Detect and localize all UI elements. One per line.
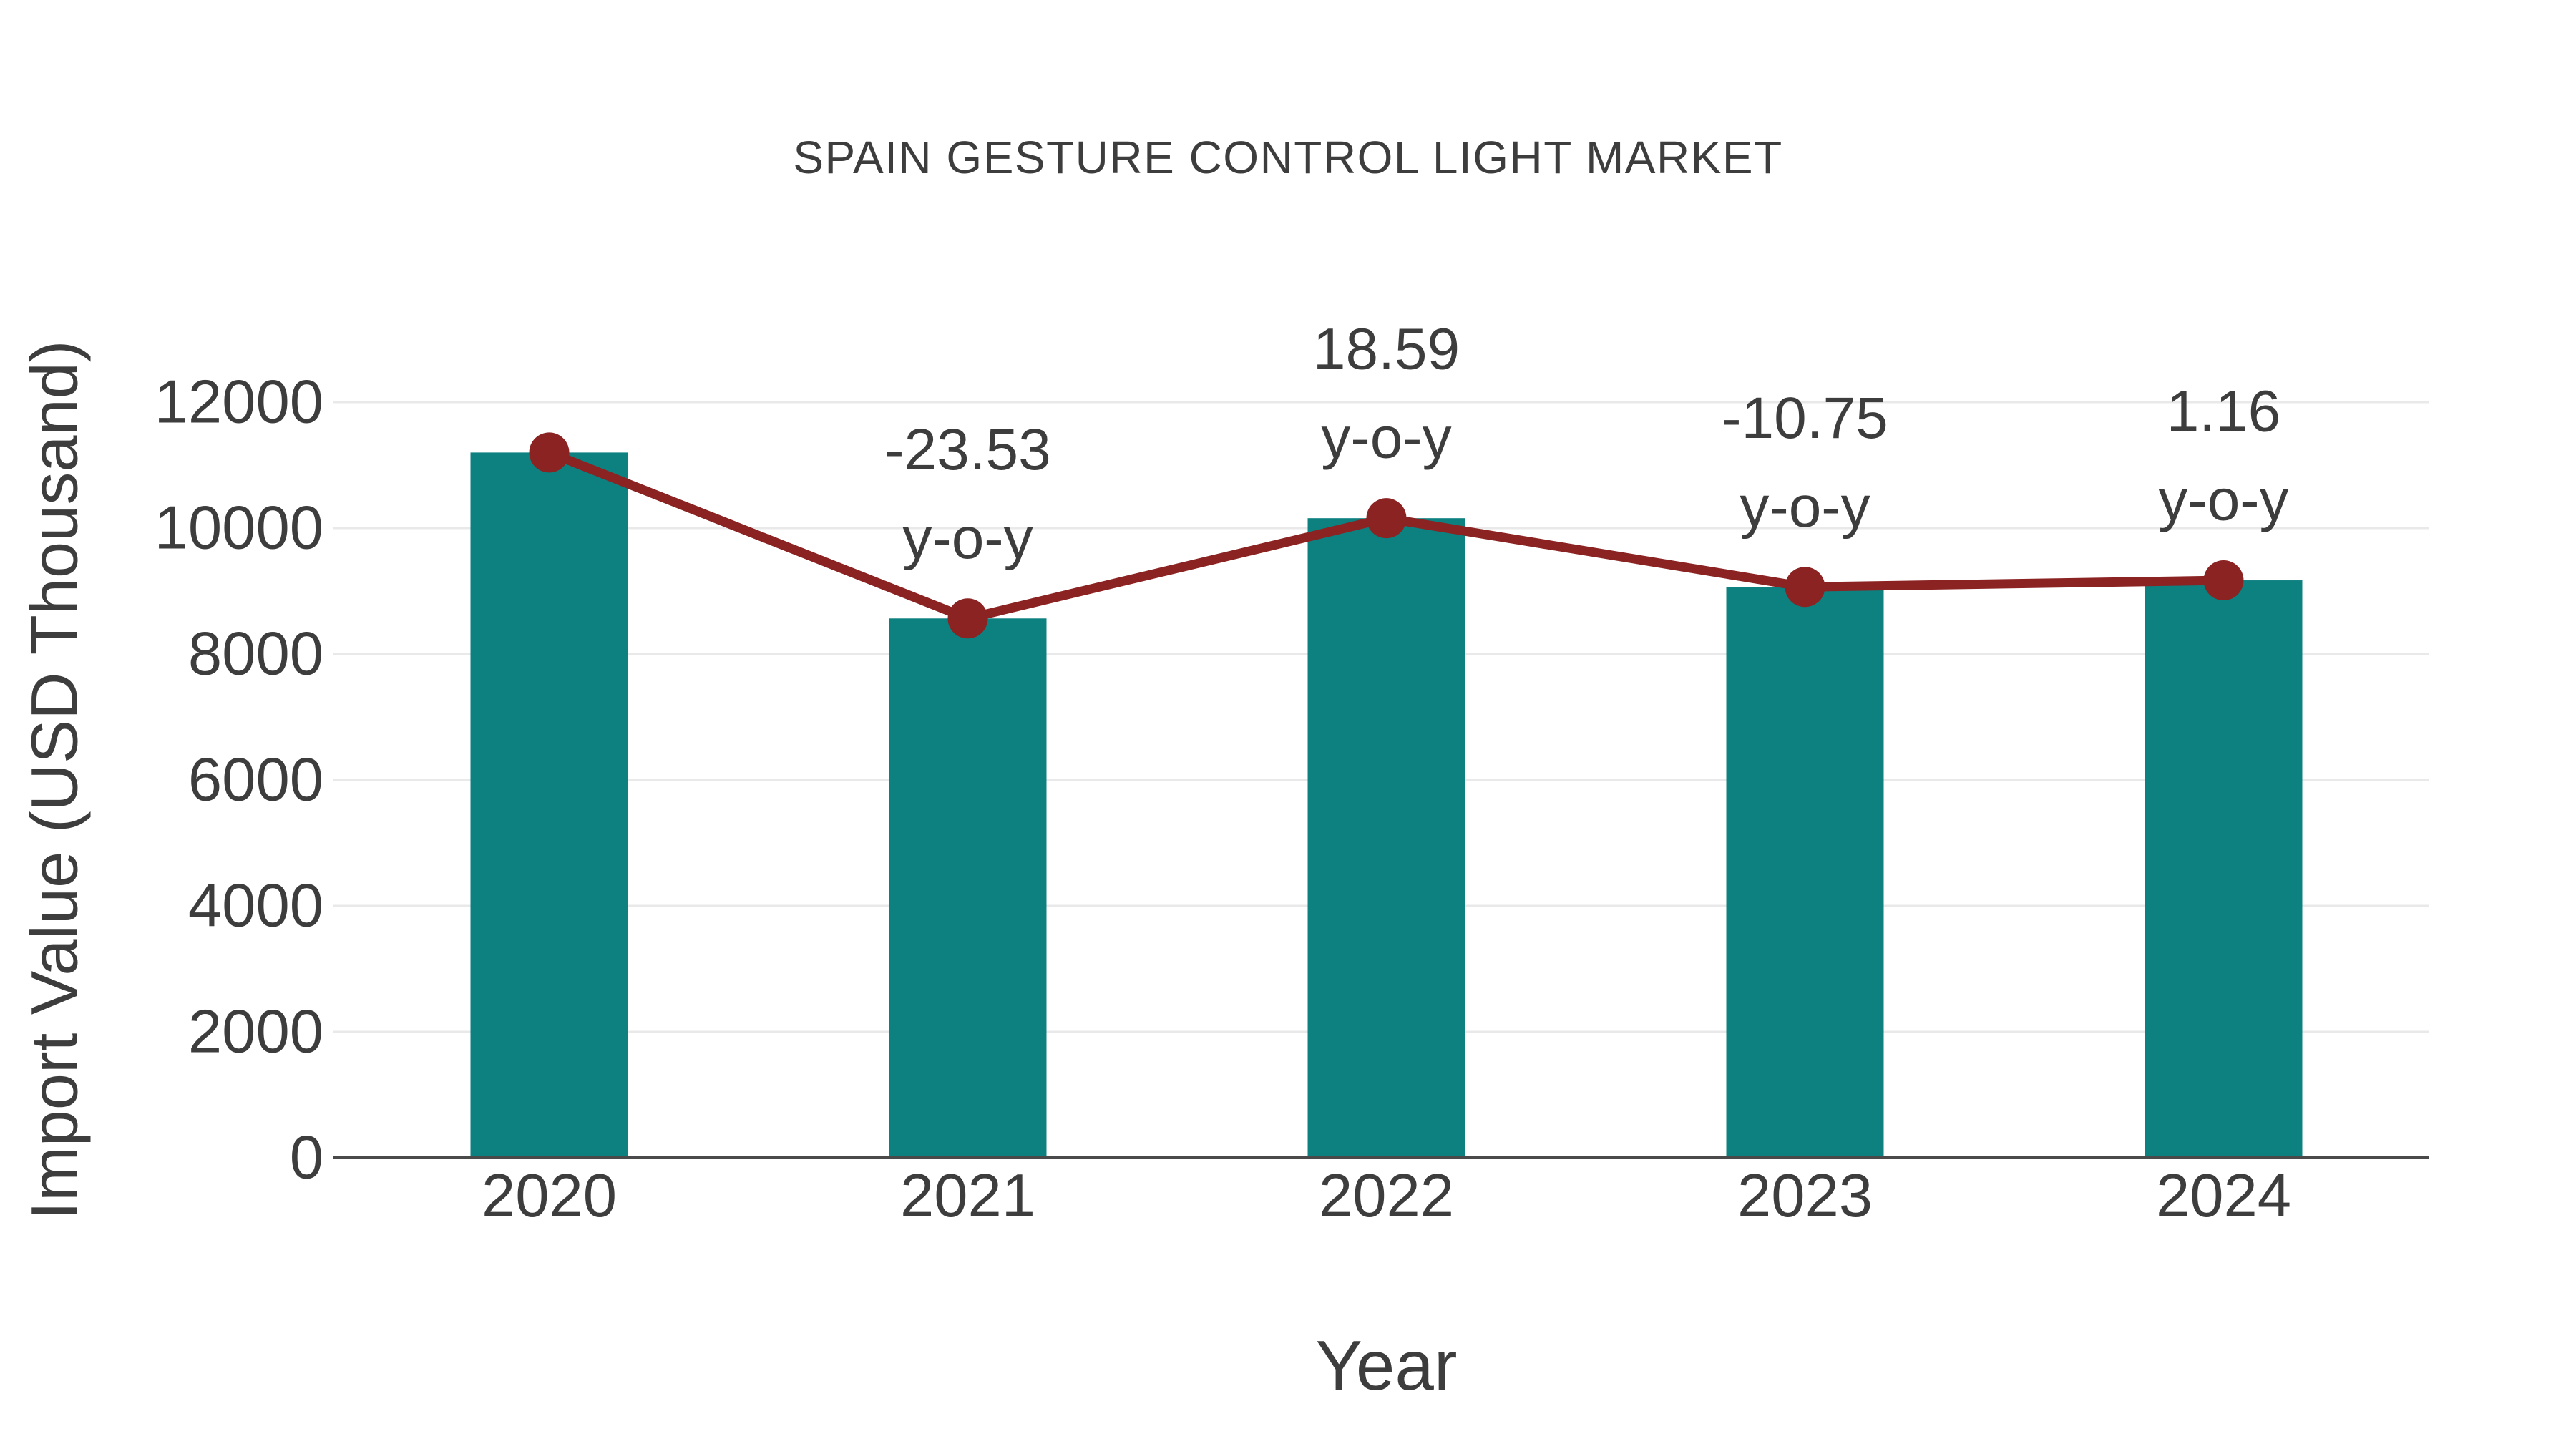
bar-2020 (470, 452, 628, 1158)
x-tick-label-2024: 2024 (2156, 1162, 2291, 1230)
annotation-value-2022: 18.59 (1313, 317, 1460, 382)
trend-marker-2023 (1785, 567, 1825, 608)
trend-marker-2024 (2203, 560, 2244, 601)
bar-2024 (2145, 580, 2303, 1158)
x-tick-label-2021: 2021 (900, 1162, 1035, 1230)
y-tick-label-2000: 2000 (188, 998, 323, 1066)
trend-marker-2022 (1366, 498, 1407, 539)
y-tick-label-8000: 8000 (188, 620, 323, 688)
trend-marker-2021 (947, 598, 988, 639)
y-tick-label-0: 0 (290, 1124, 323, 1192)
annotation-value-2024: 1.16 (2167, 379, 2281, 444)
x-tick-label-2023: 2023 (1737, 1162, 1873, 1230)
annotation-value-2023: -10.75 (1722, 386, 1888, 451)
bar-2022 (1307, 518, 1465, 1158)
annotation-value-2021: -23.53 (884, 417, 1051, 482)
annotation-suffix-2022: y-o-y (1321, 406, 1451, 471)
bar-2021 (889, 618, 1047, 1158)
annotation-suffix-2023: y-o-y (1740, 474, 1870, 540)
y-tick-label-12000: 12000 (155, 369, 323, 436)
x-axis-title: Year (1315, 1326, 1458, 1405)
chart-title: SPAIN GESTURE CONTROL LIGHT MARKET (793, 132, 1783, 183)
y-tick-label-6000: 6000 (188, 746, 323, 814)
y-tick-label-4000: 4000 (188, 872, 323, 940)
annotation-suffix-2024: y-o-y (2158, 468, 2288, 533)
annotation-suffix-2021: y-o-y (902, 506, 1033, 571)
y-tick-label-10000: 10000 (155, 494, 323, 562)
x-tick-label-2022: 2022 (1319, 1162, 1454, 1230)
x-tick-label-2020: 2020 (482, 1162, 617, 1230)
bar-2023 (1726, 587, 1884, 1158)
trend-marker-2020 (529, 432, 570, 473)
